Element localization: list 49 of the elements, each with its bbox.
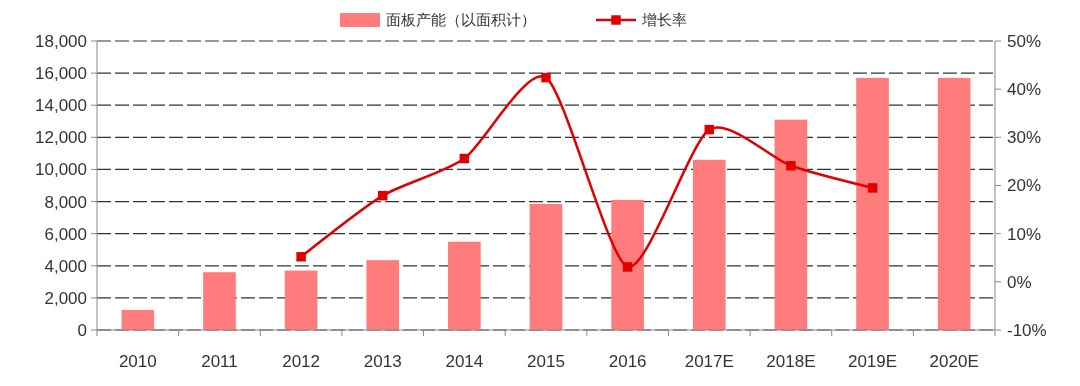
y2-tick-label: 30% bbox=[1007, 128, 1042, 148]
bar bbox=[284, 270, 318, 330]
x-tick-label: 2010 bbox=[118, 352, 157, 371]
point bbox=[296, 252, 306, 262]
bar bbox=[121, 309, 155, 330]
point bbox=[786, 161, 796, 171]
x-tick-label: 2011 bbox=[201, 352, 238, 371]
point bbox=[459, 153, 470, 164]
x-tick-label: 2015 bbox=[527, 352, 565, 371]
legend-label: 增长率 bbox=[641, 11, 687, 28]
x-tick-label: 2013 bbox=[363, 352, 402, 371]
bar bbox=[937, 77, 971, 330]
x-tick-label: 2017E bbox=[684, 352, 734, 371]
bar bbox=[448, 241, 481, 330]
bar bbox=[366, 260, 400, 330]
y-tick-label: 2,000 bbox=[44, 288, 87, 308]
point bbox=[867, 183, 878, 193]
y2-tick-label: -10% bbox=[1007, 320, 1047, 340]
x-tick-label: 2020E bbox=[929, 352, 979, 371]
y2-tick-label: 10% bbox=[1007, 224, 1042, 244]
point bbox=[377, 190, 388, 201]
bar bbox=[856, 77, 889, 330]
y-tick-label: 4,000 bbox=[44, 256, 87, 276]
y-tick-label: 6,000 bbox=[44, 224, 87, 244]
bar bbox=[203, 272, 236, 330]
x-tick-label: 2016 bbox=[608, 352, 647, 371]
y2-tick-label: 20% bbox=[1007, 176, 1042, 196]
y-tick-label: 10,000 bbox=[35, 160, 87, 180]
y-tick-label: 0 bbox=[77, 320, 87, 340]
y2-tick-label: 50% bbox=[1007, 31, 1042, 51]
x-tick-label: 2012 bbox=[282, 352, 320, 371]
y-tick-label: 16,000 bbox=[35, 64, 87, 84]
bar bbox=[774, 119, 808, 330]
point bbox=[541, 72, 551, 83]
x-tick-label: 2018E bbox=[766, 352, 816, 371]
legend-label: 面板产能（以面积计） bbox=[386, 11, 536, 28]
x-tick-label: 2014 bbox=[445, 352, 484, 371]
y-tick-label: 18,000 bbox=[35, 31, 87, 51]
y2-tick-label: 0% bbox=[1007, 272, 1032, 292]
x-tick-label: 2019E bbox=[847, 352, 898, 371]
y-tick-label: 14,000 bbox=[35, 96, 87, 116]
y2-tick-label: 40% bbox=[1007, 80, 1042, 100]
point bbox=[704, 124, 715, 135]
point bbox=[622, 262, 633, 272]
bar bbox=[529, 203, 563, 330]
bar bbox=[611, 199, 644, 330]
bar bbox=[692, 159, 726, 330]
y-tick-label: 12,000 bbox=[35, 128, 87, 148]
y-tick-label: 8,000 bbox=[44, 192, 87, 212]
